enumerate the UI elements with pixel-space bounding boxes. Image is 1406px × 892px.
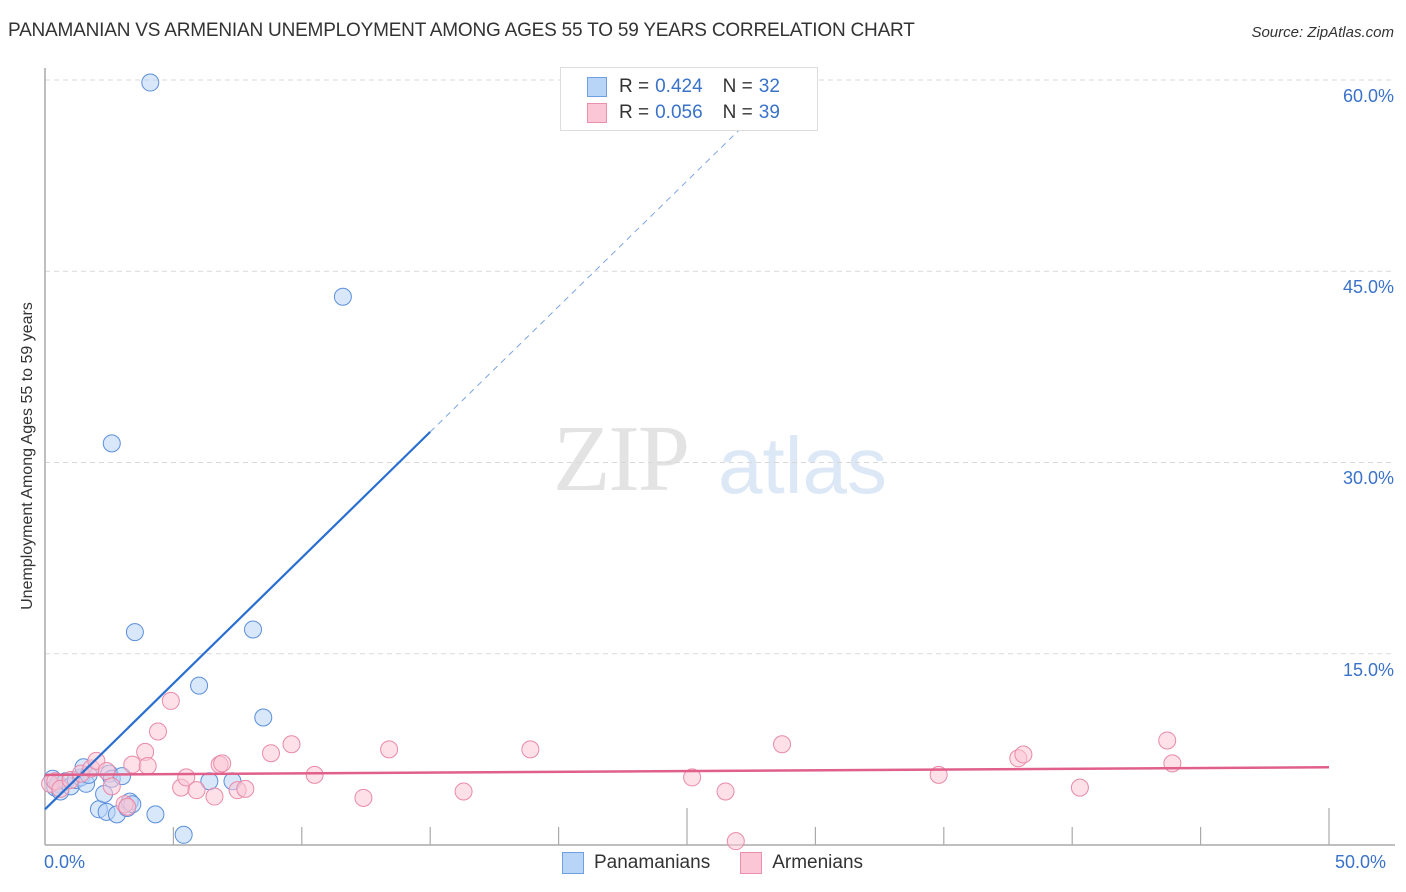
pink-swatch-icon <box>740 852 763 874</box>
panamanians-points <box>43 73 352 844</box>
legend-item-armenians[interactable]: Armenians <box>740 852 863 874</box>
watermark-zip: ZIP <box>553 407 690 511</box>
armenians-points <box>41 691 1182 851</box>
n-label: N = <box>722 76 753 97</box>
watermark-atlas: atlas <box>718 421 887 510</box>
blue-swatch-icon <box>587 77 607 97</box>
n-label: N = <box>722 102 753 123</box>
legend-label: Armenians <box>772 852 864 873</box>
trend-lines <box>44 117 1330 811</box>
n-value: 32 <box>758 76 780 97</box>
y-tick-15: 15.0% <box>1342 660 1394 680</box>
x-tick-50: 50.0% <box>1335 852 1387 872</box>
legend-row-armenians: R = 0.056 N = 39 <box>587 101 780 125</box>
x-tick-0: 0.0% <box>44 852 86 872</box>
axes <box>44 68 1395 846</box>
legend-row-panamanians: R = 0.424 N = 32 <box>587 75 780 99</box>
blue-swatch-icon <box>562 852 584 874</box>
legend-label: Panamanians <box>594 852 711 873</box>
y-tick-45: 45.0% <box>1342 277 1394 297</box>
r-value: 0.056 <box>655 102 703 123</box>
chart-title: PANAMANIAN VS ARMENIAN UNEMPLOYMENT AMON… <box>8 20 915 41</box>
r-label: R = <box>619 76 650 97</box>
n-value: 39 <box>758 102 780 123</box>
legend-item-panamanians[interactable]: Panamanians <box>562 852 710 874</box>
y-tick-30: 30.0% <box>1342 468 1394 488</box>
source-label: Source: ZipAtlas.com <box>1251 24 1394 41</box>
correlation-legend: R = 0.424 N = 32 R = 0.056 N = 39 <box>560 67 818 131</box>
y-axis-label: Unemployment Among Ages 55 to 59 years <box>19 302 36 610</box>
gridlines <box>45 79 1395 655</box>
y-tick-60: 60.0% <box>1342 86 1394 106</box>
r-value: 0.424 <box>655 76 703 97</box>
r-label: R = <box>619 102 650 123</box>
pink-swatch-icon <box>587 103 607 123</box>
series-legend: Panamanians Armenians <box>562 852 893 874</box>
